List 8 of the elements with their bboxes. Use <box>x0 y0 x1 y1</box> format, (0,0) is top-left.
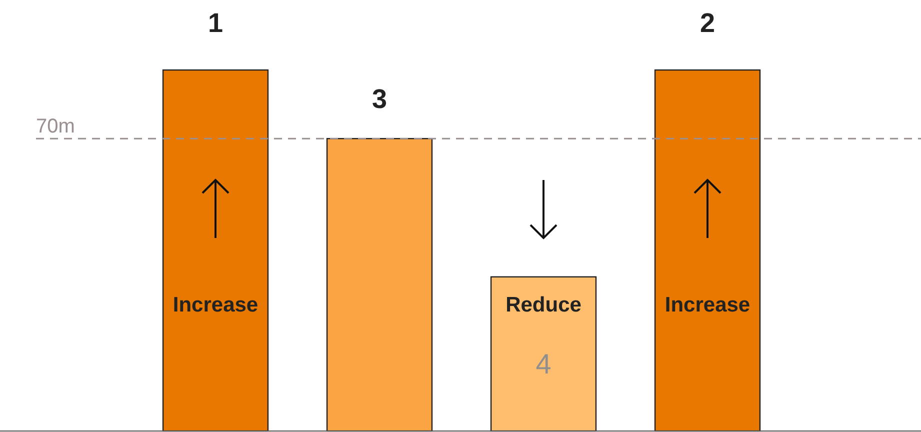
annotation: 4 <box>536 348 552 380</box>
annotation: 3 <box>372 84 388 114</box>
annotation: Increase <box>664 294 750 317</box>
annotation: Increase <box>172 294 258 317</box>
text: 1 <box>208 8 224 38</box>
text: 2 <box>700 8 716 38</box>
annotation: Reduce <box>506 294 582 317</box>
ref-line-label: 70m <box>36 116 75 138</box>
